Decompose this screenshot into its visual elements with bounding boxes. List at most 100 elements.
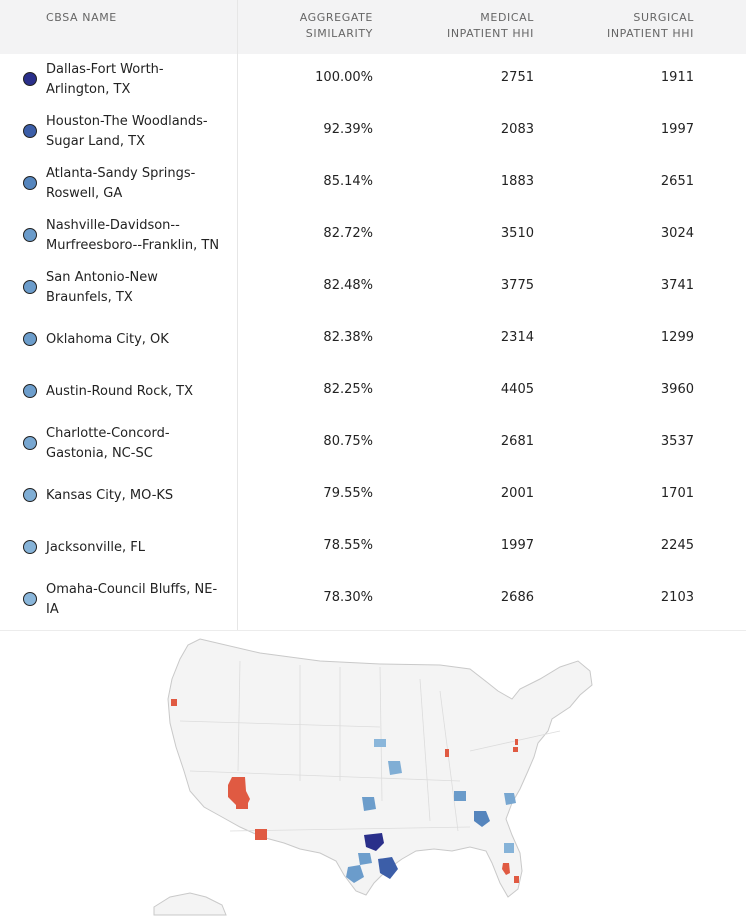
header-medical-hhi[interactable]: MEDICAL INPATIENT HHI [447,10,534,42]
aggregate-similarity-cell: 82.48% [323,278,373,293]
red-cbsa-southwest [255,829,267,840]
medical-hhi-cell: 1883 [500,174,534,189]
cbsa-name-line1: Oklahoma City, OK [46,332,169,347]
surgical-hhi-cell: 3741 [660,278,694,293]
us-map [0,631,746,916]
red-cbsa-florida-1 [502,863,510,875]
table-row[interactable]: Atlanta-Sandy Springs- Roswell, GA 85.14% 1… [0,158,746,210]
us-map-svg [153,638,593,916]
cbsa-name-cell: Houston-The Woodlands- Sugar Land, TX [46,112,231,152]
red-cbsa-indiana [445,749,449,757]
color-swatch-dot [23,384,37,398]
table-row[interactable]: Omaha-Council Bluffs, NE- IA 78.30% 2686 210… [0,574,746,626]
medical-hhi-cell: 2083 [500,122,534,137]
table-row[interactable]: Kansas City, MO-KS 79.55% 2001 1701 [0,470,746,522]
cbsa-omaha [374,739,386,747]
color-swatch-dot [23,332,37,346]
header-surg-line2: INPATIENT HHI [606,27,694,40]
table-row[interactable]: Oklahoma City, OK 82.38% 2314 1299 [0,314,746,366]
red-cbsa-oregon [171,699,177,706]
color-swatch-dot [23,436,37,450]
table-row[interactable]: San Antonio-New Braunfels, TX 82.48% 3775 37… [0,262,746,314]
table-row[interactable]: Austin-Round Rock, TX 82.25% 4405 3960 [0,366,746,418]
color-swatch-dot [23,176,37,190]
red-cbsa-markers [171,699,519,883]
cbsa-name-line2: IA [46,602,59,617]
red-cbsa-tucson [236,799,248,809]
blue-cbsa-markers [346,739,516,883]
cbsa-name-cell: Dallas-Fort Worth- Arlington, TX [46,60,231,100]
cbsa-name-line1: San Antonio-New [46,270,158,285]
table-row[interactable]: Houston-The Woodlands- Sugar Land, TX 92.3… [0,106,746,158]
table-row[interactable]: Jacksonville, FL 78.55% 1997 2245 [0,522,746,574]
cbsa-san-antonio [346,865,364,883]
header-surgical-hhi[interactable]: SURGICAL INPATIENT HHI [607,10,694,42]
red-cbsa-florida-2 [514,876,519,883]
table-bottom-divider [0,630,746,631]
color-swatch-dot [23,592,37,606]
header-cbsa-name[interactable]: CBSA NAME [46,11,117,24]
header-agg-line1: AGGREGATE [299,11,373,24]
medical-hhi-cell: 2751 [500,70,534,85]
medical-hhi-cell: 3775 [500,278,534,293]
medical-hhi-cell: 4405 [500,382,534,397]
table-row[interactable]: Nashville-Davidson-- Murfreesboro--Frankl… [0,210,746,262]
medical-hhi-cell: 2686 [500,590,534,605]
cbsa-name-line2: Roswell, GA [46,186,123,201]
medical-hhi-cell: 1997 [500,538,534,553]
cbsa-jacksonville [504,843,514,853]
color-swatch-dot [23,540,37,554]
color-swatch-dot [23,280,37,294]
color-swatch-dot [23,124,37,138]
cbsa-oklahoma-city [362,797,376,811]
surgical-hhi-cell: 3024 [660,226,694,241]
header-surg-line1: SURGICAL [633,11,694,24]
column-divider [237,0,238,630]
surgical-hhi-cell: 2245 [660,538,694,553]
aggregate-similarity-cell: 78.55% [323,538,373,553]
cbsa-name-line2: Braunfels, TX [46,290,133,305]
cbsa-name-line1: Austin-Round Rock, TX [46,384,193,399]
surgical-hhi-cell: 1911 [660,70,694,85]
aggregate-similarity-cell: 85.14% [323,174,373,189]
header-med-line2: INPATIENT HHI [446,27,534,40]
red-cbsa-ohio-2 [513,747,518,752]
medical-hhi-cell: 2314 [500,330,534,345]
surgical-hhi-cell: 1299 [660,330,694,345]
surgical-hhi-cell: 2651 [660,174,694,189]
aggregate-similarity-cell: 80.75% [323,434,373,449]
cbsa-atlanta [474,811,490,827]
aggregate-similarity-cell: 82.38% [323,330,373,345]
cbsa-name-line1: Houston-The Woodlands- [46,114,208,129]
cbsa-name-cell: Nashville-Davidson-- Murfreesboro--Frankl… [46,216,231,256]
medical-hhi-cell: 2001 [500,486,534,501]
cbsa-name-line2: Murfreesboro--Franklin, TN [46,238,220,253]
cbsa-dallas [364,833,384,851]
surgical-hhi-cell: 3537 [660,434,694,449]
aggregate-similarity-cell: 82.72% [323,226,373,241]
table-row[interactable]: Dallas-Fort Worth- Arlington, TX 100.00% 27… [0,54,746,106]
us-land-shape [167,638,593,898]
color-swatch-dot [23,488,37,502]
aggregate-similarity-cell: 79.55% [323,486,373,501]
medical-hhi-cell: 3510 [500,226,534,241]
cbsa-name-line2: Gastonia, NC-SC [46,446,153,461]
table-header: CBSA NAME AGGREGATE SIMILARITY MEDICAL I… [0,0,746,54]
cbsa-name-line2: Arlington, TX [46,82,131,97]
surgical-hhi-cell: 3960 [660,382,694,397]
aggregate-similarity-cell: 100.00% [315,70,373,85]
table-row[interactable]: Charlotte-Concord- Gastonia, NC-SC 80.75% 2… [0,418,746,470]
header-aggregate-similarity[interactable]: AGGREGATE SIMILARITY [300,10,373,42]
cbsa-austin [358,853,372,865]
cbsa-name-cell: Omaha-Council Bluffs, NE- IA [46,580,231,620]
cbsa-name-cell: Charlotte-Concord- Gastonia, NC-SC [46,424,231,464]
cbsa-name-line1: Omaha-Council Bluffs, NE- [46,582,218,597]
cbsa-name-line1: Nashville-Davidson-- [46,218,180,233]
similarity-table: CBSA NAME AGGREGATE SIMILARITY MEDICAL I… [0,0,746,631]
aggregate-similarity-cell: 82.25% [323,382,373,397]
cbsa-name-cell: Jacksonville, FL [46,538,231,558]
red-cbsa-ohio-1 [515,739,518,745]
cbsa-name-line1: Dallas-Fort Worth- [46,62,164,77]
table-body: Dallas-Fort Worth- Arlington, TX 100.00% 27… [0,54,746,626]
cbsa-name-cell: Oklahoma City, OK [46,330,231,350]
